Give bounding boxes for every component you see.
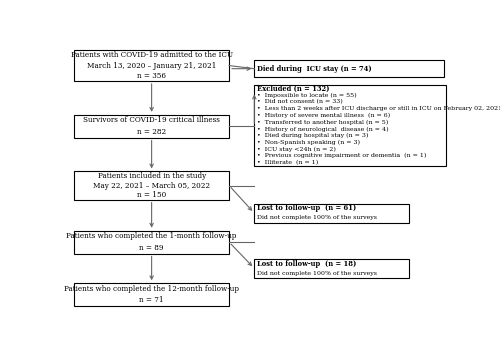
Text: Did not complete 100% of the surveys: Did not complete 100% of the surveys bbox=[258, 271, 378, 275]
Text: •  Previous cognitive impairment or dementia  (n = 1): • Previous cognitive impairment or demen… bbox=[258, 153, 427, 159]
Text: Lost to follow-up  (n = 61): Lost to follow-up (n = 61) bbox=[258, 204, 356, 212]
Text: n = 150: n = 150 bbox=[137, 191, 166, 199]
Text: Did not complete 100% of the surveys: Did not complete 100% of the surveys bbox=[258, 215, 378, 220]
FancyBboxPatch shape bbox=[254, 85, 446, 166]
Text: •  Illiterate  (n = 1): • Illiterate (n = 1) bbox=[258, 160, 318, 165]
FancyBboxPatch shape bbox=[74, 50, 229, 81]
Text: n = 356: n = 356 bbox=[137, 72, 166, 80]
FancyBboxPatch shape bbox=[254, 259, 410, 278]
Text: March 13, 2020 – January 21, 2021: March 13, 2020 – January 21, 2021 bbox=[87, 62, 216, 70]
FancyBboxPatch shape bbox=[254, 60, 444, 77]
Text: Patients who completed the 12-month follow-up: Patients who completed the 12-month foll… bbox=[64, 285, 239, 293]
Text: Excluded (n = 132): Excluded (n = 132) bbox=[258, 84, 330, 92]
FancyBboxPatch shape bbox=[74, 231, 229, 253]
Text: •  History of neurological  disease (n = 4): • History of neurological disease (n = 4… bbox=[258, 126, 389, 132]
Text: •  Non-Spanish speaking (n = 3): • Non-Spanish speaking (n = 3) bbox=[258, 140, 360, 145]
Text: n = 71: n = 71 bbox=[140, 296, 164, 304]
Text: Patients who completed the 1-month follow-up: Patients who completed the 1-month follo… bbox=[66, 232, 237, 240]
Text: •  Less than 2 weeks after ICU discharge or still in ICU on February 02, 2021 (n: • Less than 2 weeks after ICU discharge … bbox=[258, 106, 500, 111]
Text: Survivors of COVID-19 critical illness: Survivors of COVID-19 critical illness bbox=[83, 117, 220, 125]
FancyBboxPatch shape bbox=[74, 172, 229, 200]
Text: •  ICU stay <24h (n = 2): • ICU stay <24h (n = 2) bbox=[258, 147, 336, 152]
Text: n = 282: n = 282 bbox=[137, 128, 166, 136]
Text: Died during  ICU stay (n = 74): Died during ICU stay (n = 74) bbox=[258, 65, 372, 73]
Text: May 22, 2021 – March 05, 2022: May 22, 2021 – March 05, 2022 bbox=[93, 182, 210, 189]
Text: Patients included in the study: Patients included in the study bbox=[98, 172, 206, 180]
Text: •  Did not consent (n = 33): • Did not consent (n = 33) bbox=[258, 99, 343, 105]
FancyBboxPatch shape bbox=[74, 115, 229, 138]
Text: n = 89: n = 89 bbox=[140, 244, 164, 252]
FancyBboxPatch shape bbox=[74, 283, 229, 306]
Text: •  Impossible to locate (n = 55): • Impossible to locate (n = 55) bbox=[258, 93, 357, 98]
Text: •  Died during hospital stay (n = 3): • Died during hospital stay (n = 3) bbox=[258, 133, 369, 138]
Text: •  Transferred to another hospital (n = 5): • Transferred to another hospital (n = 5… bbox=[258, 120, 388, 125]
Text: Patients with COVID-19 admitted to the ICU: Patients with COVID-19 admitted to the I… bbox=[70, 51, 233, 59]
Text: •  History of severe mental illness  (n = 6): • History of severe mental illness (n = … bbox=[258, 113, 390, 118]
FancyBboxPatch shape bbox=[254, 204, 410, 223]
Text: Lost to follow-up  (n = 18): Lost to follow-up (n = 18) bbox=[258, 260, 357, 268]
